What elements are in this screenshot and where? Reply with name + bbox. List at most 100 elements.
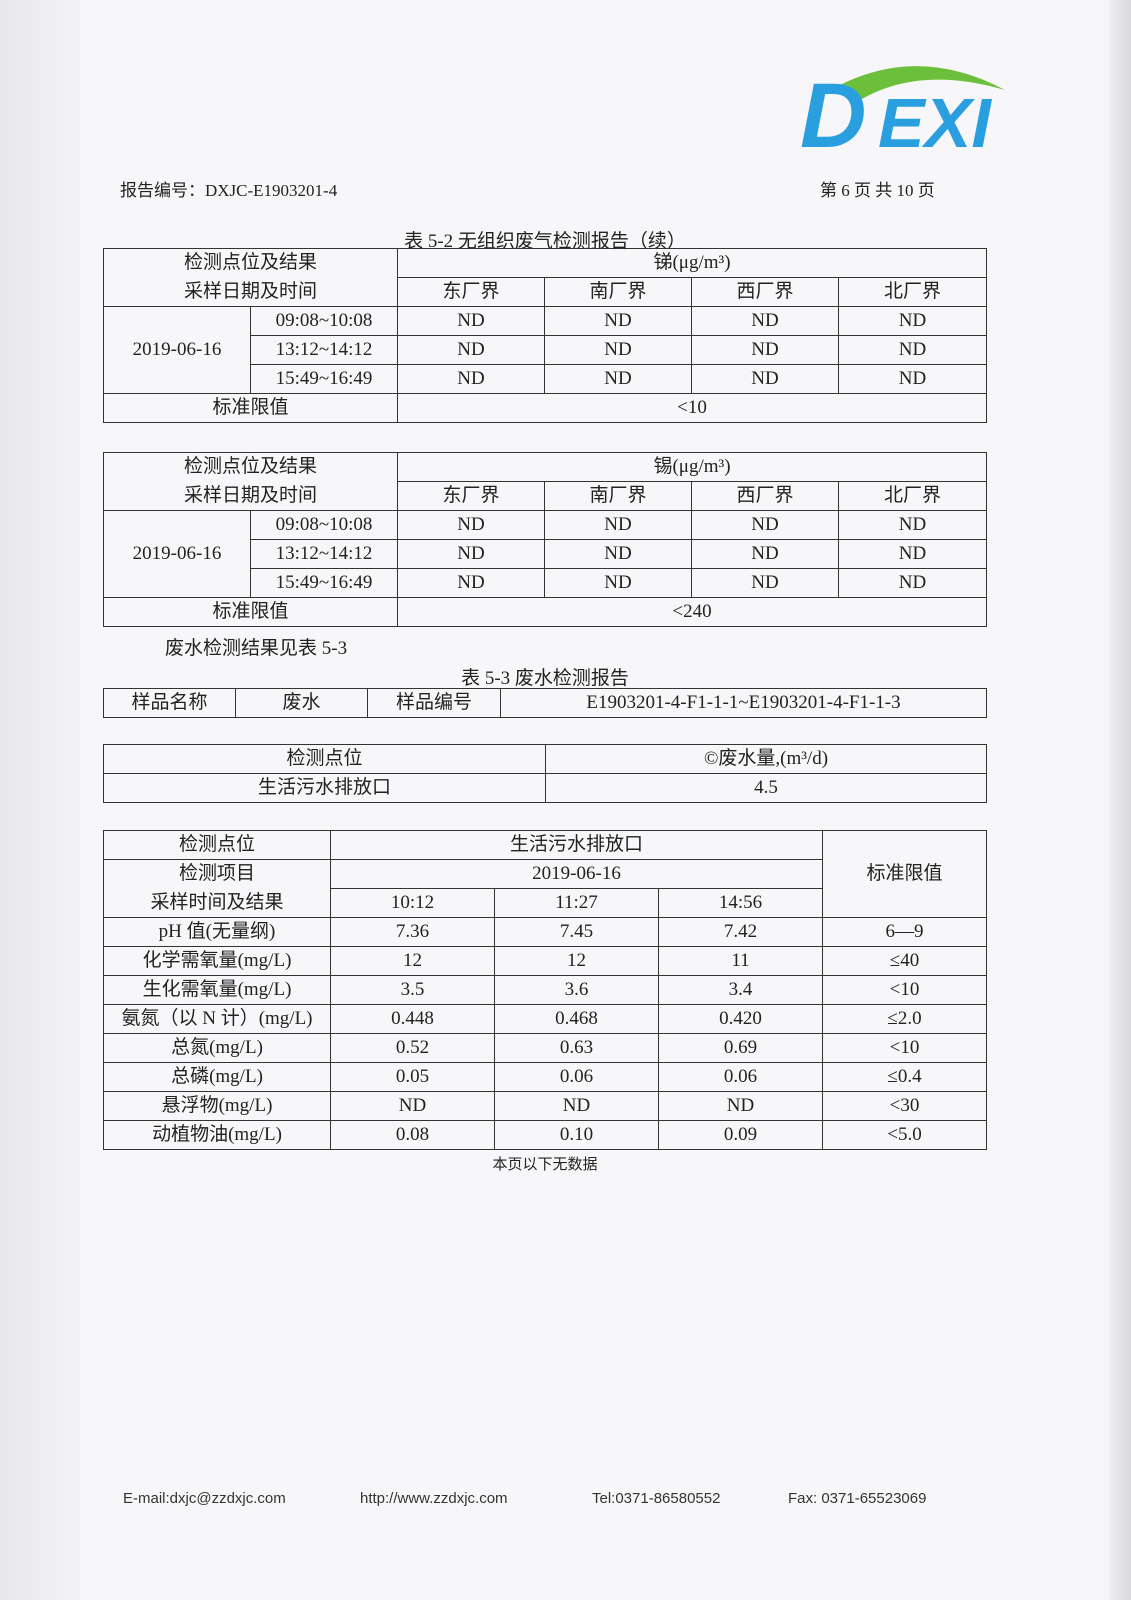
table-row: 2019-06-16 09:08~10:08 ND ND ND ND: [103, 306, 987, 394]
antimony-table: 检测点位及结果 锑(μg/m³) 采样日期及时间 东厂界 南厂界 西厂界 北厂界 2019-0…: [102, 248, 987, 423]
result-cell: 3.6: [494, 975, 659, 1005]
item-name: 总氮(mg/L): [103, 1033, 331, 1063]
limit-value: <10: [822, 1033, 987, 1063]
parameter-header: 锡(μg/m³): [397, 452, 987, 482]
table-row: 15:49~16:49 ND ND ND ND: [104, 568, 987, 598]
table-row: 生化需氧量(mg/L) 3.5 3.6 3.4 <10: [103, 975, 987, 1005]
result-cell: 7.45: [494, 917, 659, 947]
result-cell: ND: [544, 335, 693, 365]
result-cell: 0.06: [494, 1062, 659, 1092]
result-cell: ND: [838, 335, 987, 365]
item-name: 氨氮（以 N 计）(mg/L): [103, 1004, 331, 1034]
result-cell: ND: [691, 539, 840, 569]
parameter-header: 锑(μg/m³): [397, 248, 987, 278]
result-cell: 12: [494, 946, 659, 976]
table-row: 悬浮物(mg/L) ND ND ND <30: [103, 1091, 987, 1121]
limit-value: 6—9: [822, 917, 987, 947]
table-row: 氨氮（以 N 计）(mg/L) 0.448 0.468 0.420 ≤2.0: [103, 1004, 987, 1034]
result-cell: 3.4: [658, 975, 823, 1005]
column-header: 西厂界: [691, 481, 840, 511]
footer-email: E-mail:dxjc@zzdxjc.com: [123, 1490, 286, 1507]
sample-name-label: 样品名称: [103, 688, 236, 718]
result-cell: 12: [330, 946, 495, 976]
limit-value: <10: [822, 975, 987, 1005]
sample-time: 15:49~16:49: [249, 364, 399, 394]
result-cell: ND: [691, 510, 840, 540]
table-row: 总氮(mg/L) 0.52 0.63 0.69 <10: [103, 1033, 987, 1063]
result-cell: 11: [658, 946, 823, 976]
result-cell: 0.420: [658, 1004, 823, 1034]
result-cell: 0.10: [494, 1120, 659, 1150]
result-cell: ND: [691, 364, 840, 394]
result-cell: ND: [397, 306, 546, 336]
column-header: 东厂界: [397, 277, 546, 307]
wastewater-table: 检测点位 生活污水排放口 标准限值 检测项目 2019-06-16 采样时间及结…: [103, 830, 987, 1150]
sample-time: 09:08~10:08: [249, 306, 399, 336]
sample-date: 2019-06-16: [103, 510, 251, 598]
sample-time: 09:08~10:08: [249, 510, 399, 540]
result-cell: 7.36: [330, 917, 495, 947]
result-cell: ND: [544, 568, 693, 598]
column-header: 北厂界: [838, 481, 987, 511]
table-row: pH 值(无量纲) 7.36 7.45 7.42 6—9: [103, 917, 987, 947]
sample-no-label: 样品编号: [367, 688, 501, 718]
footer-web: http://www.zzdxjc.com: [360, 1490, 508, 1507]
sample-time: 15:49~16:49: [249, 568, 399, 598]
water-point: 生活污水排放口: [330, 830, 823, 860]
flow-point-label: 检测点位: [103, 744, 546, 774]
result-cell: 0.69: [658, 1033, 823, 1063]
limit-value: <240: [397, 597, 987, 627]
result-cell: ND: [691, 306, 840, 336]
flow-point: 生活污水排放口: [103, 773, 546, 803]
table-row: 13:12~14:12 ND ND ND ND: [104, 335, 987, 365]
table1-caption: 表 5-2 无组织废气检测报告（续）: [404, 231, 686, 252]
table-row: 2019-06-16 09:08~10:08 ND ND ND ND: [103, 510, 987, 598]
result-cell: ND: [397, 335, 546, 365]
result-cell: ND: [397, 539, 546, 569]
result-cell: 0.09: [658, 1120, 823, 1150]
sample-info-table: 样品名称 废水 样品编号 E1903201-4-F1-1-1~E1903201-…: [103, 688, 987, 718]
result-cell: 0.06: [658, 1062, 823, 1092]
result-cell: ND: [691, 335, 840, 365]
result-cell: ND: [658, 1091, 823, 1121]
result-cell: 0.448: [330, 1004, 495, 1034]
result-cell: 0.08: [330, 1120, 495, 1150]
limit-value: <30: [822, 1091, 987, 1121]
result-cell: 3.5: [330, 975, 495, 1005]
column-header: 南厂界: [544, 481, 693, 511]
flow-table: 检测点位 ©废水量,(m³/d) 生活污水排放口 4.5: [103, 744, 987, 803]
result-cell: ND: [544, 539, 693, 569]
table3-caption: 表 5-3 废水检测报告: [461, 668, 629, 689]
table-row: 总磷(mg/L) 0.05 0.06 0.06 ≤0.4: [103, 1062, 987, 1092]
sample-no: E1903201-4-F1-1-1~E1903201-4-F1-1-3: [500, 688, 987, 718]
end-note: 本页以下无数据: [492, 1157, 598, 1173]
water-limit-label: 标准限值: [822, 830, 987, 918]
result-cell: ND: [397, 510, 546, 540]
column-header: 南厂界: [544, 277, 693, 307]
result-cell: 0.468: [494, 1004, 659, 1034]
water-time: 11:27: [494, 888, 659, 918]
result-cell: ND: [544, 306, 693, 336]
sample-date: 2019-06-16: [103, 306, 251, 394]
result-cell: ND: [544, 510, 693, 540]
result-cell: ND: [838, 510, 987, 540]
water-time: 10:12: [330, 888, 495, 918]
column-header: 北厂界: [838, 277, 987, 307]
result-cell: ND: [544, 364, 693, 394]
limit-value: ≤0.4: [822, 1062, 987, 1092]
result-cell: 7.42: [658, 917, 823, 947]
column-header: 西厂界: [691, 277, 840, 307]
result-cell: ND: [494, 1091, 659, 1121]
water-time: 14:56: [658, 888, 823, 918]
column-header: 东厂界: [397, 481, 546, 511]
limit-value: ≤40: [822, 946, 987, 976]
result-cell: ND: [838, 568, 987, 598]
sample-time: 13:12~14:12: [249, 539, 399, 569]
limit-value: ≤2.0: [822, 1004, 987, 1034]
limit-label: 标准限值: [102, 393, 399, 423]
water-point-label: 检测点位: [103, 830, 331, 860]
result-cell: 0.05: [330, 1062, 495, 1092]
result-cell: ND: [838, 539, 987, 569]
footer-fax: Fax: 0371-65523069: [788, 1490, 927, 1507]
result-cell: ND: [397, 568, 546, 598]
